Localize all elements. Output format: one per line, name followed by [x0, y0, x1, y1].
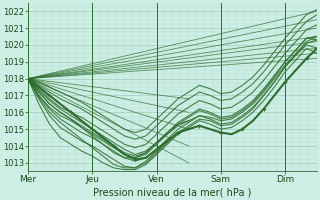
X-axis label: Pression niveau de la mer( hPa ): Pression niveau de la mer( hPa ): [93, 187, 252, 197]
